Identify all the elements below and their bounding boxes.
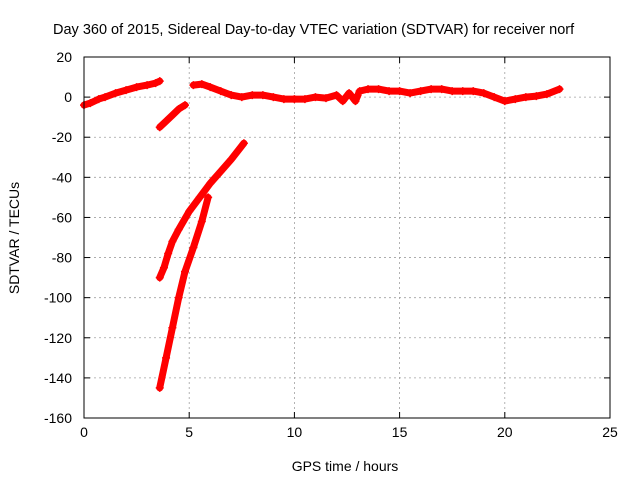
data-point [427,85,436,94]
data-point [345,89,354,98]
data-point [159,263,168,272]
data-point [290,95,299,104]
data-point [162,117,171,126]
data-point [185,207,194,216]
y-tick-label: -120 [44,330,72,346]
data-point [258,91,267,100]
data-point [155,123,164,132]
data-point [227,91,236,100]
data-point [168,111,177,120]
y-tick-labels: -160 -140 -120 -100 -80 -60 -40 -20 0 20 [44,49,72,426]
data-point [189,243,198,252]
data-point [155,273,164,282]
data-point [321,94,330,103]
data-point [195,193,204,202]
data-point [269,93,278,102]
y-tick-label: 20 [56,49,72,65]
data-point [168,323,177,332]
data-point [164,249,173,258]
data-point [189,81,198,90]
data-point [311,93,320,102]
data-point [197,217,206,226]
y-tick-label: -140 [44,370,72,386]
y-tick-label: -60 [52,209,72,225]
x-tick-label: 25 [602,424,618,440]
data-point [86,99,95,108]
tick-marks [83,56,611,419]
data-point [511,95,520,104]
y-tick-label: -160 [44,410,72,426]
y-tick-label: -20 [52,129,72,145]
data-point [216,167,225,176]
x-tick-label: 20 [497,424,513,440]
y-tick-label: -80 [52,250,72,266]
data-point [94,95,103,104]
data-point [101,93,110,102]
data-point [174,105,183,114]
data-point [416,87,425,96]
data-point [162,353,171,362]
data-point [206,83,215,92]
data-point [332,91,341,100]
data-point [237,93,246,102]
data-point [338,97,347,106]
y-tick-label: -100 [44,290,72,306]
data-point [521,93,530,102]
data-point [490,93,499,102]
data-point [469,87,478,96]
data-point [239,139,248,148]
y-tick-label: -40 [52,169,72,185]
data-point [151,79,160,88]
x-tick-label: 15 [392,424,408,440]
data-point [542,90,551,99]
data-point [132,83,141,92]
data-point [197,80,206,89]
data-point [555,85,564,94]
data-point [206,179,215,188]
data-point [532,92,541,101]
data-point [174,225,183,234]
chart-title: Day 360 of 2015, Sidereal Day-to-day VTE… [53,22,575,38]
data-point [437,85,446,94]
data-point [248,91,257,100]
data-point [364,85,373,94]
y-tick-label: 0 [64,89,72,105]
data-point [122,86,131,95]
data-point [355,87,364,96]
x-tick-label: 10 [287,424,303,440]
data-point [406,89,415,98]
data-point [168,237,177,246]
series-segment [156,193,212,392]
x-tick-labels: 0 5 10 15 20 25 [80,424,618,440]
data-point [458,87,467,96]
data-point [448,87,457,96]
series-segment [80,77,164,109]
data-point [300,95,309,104]
data-point [216,87,225,96]
plot-frame [83,56,611,419]
data-point [385,87,394,96]
grid-lines [84,57,610,418]
x-tick-label: 0 [80,424,88,440]
data-point [351,97,360,106]
data-point [500,97,509,106]
data-point [180,267,189,276]
x-axis-label: GPS time / hours [292,458,399,474]
data-point [374,85,383,94]
data-point [479,89,488,98]
y-axis-label: SDTVAR / TECUs [6,182,22,294]
data-point [180,101,189,110]
data-layer [80,77,564,392]
data-point [174,293,183,302]
data-point [227,155,236,164]
data-point [155,77,164,86]
data-point [279,95,288,104]
data-point [111,89,120,98]
data-point [155,383,164,392]
data-point [143,81,152,90]
x-tick-label: 5 [185,424,193,440]
data-point [204,193,213,202]
data-point [395,87,404,96]
